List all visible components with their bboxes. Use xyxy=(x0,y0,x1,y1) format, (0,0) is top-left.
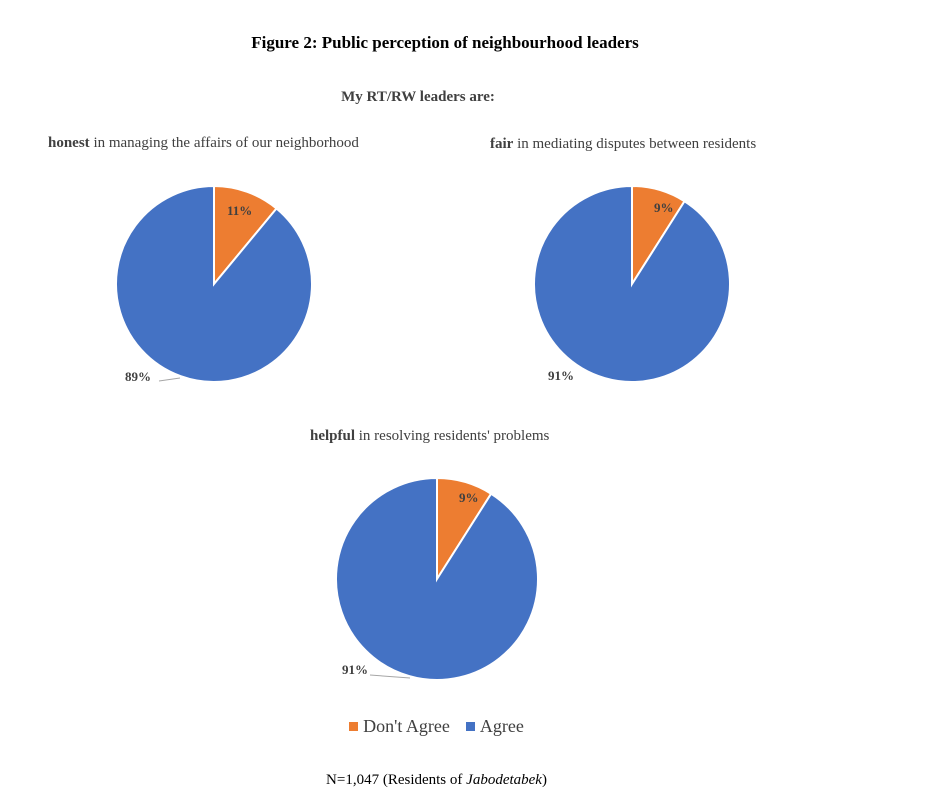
data-label-agree: 91% xyxy=(342,662,368,677)
legend-label-agree: Agree xyxy=(479,716,524,736)
chart-title-honest: honest in managing the affairs of our ne… xyxy=(48,135,359,152)
pie-chart-fair: 9% 91% xyxy=(533,184,731,383)
leader-line xyxy=(158,377,181,382)
chart-title-keyword: fair xyxy=(490,136,514,152)
pie-slice-dont-agree xyxy=(213,184,278,287)
data-label-agree: 89% xyxy=(125,369,151,384)
data-label-dont-agree: 11% xyxy=(227,203,252,218)
pie-slice-agree xyxy=(533,184,731,383)
chart-title-rest: in mediating disputes between residents xyxy=(513,136,757,152)
data-label-dont-agree: 9% xyxy=(654,200,674,215)
pie-slice-agree xyxy=(115,184,313,383)
figure-title: Figure 2: Public perception of neighbour… xyxy=(251,33,639,52)
leader-line xyxy=(369,674,411,679)
legend-label-dont-agree: Don't Agree xyxy=(363,716,450,736)
footnote-place: Jabodetabek xyxy=(466,772,542,788)
data-label-agree: 91% xyxy=(548,368,574,383)
pie-chart-honest: 11% 89% xyxy=(115,184,313,384)
chart-title-helpful: helpful in resolving residents' problems xyxy=(310,428,549,445)
pie-chart-helpful: 9% 91% xyxy=(335,476,539,681)
legend-item-agree: Agree xyxy=(465,716,524,737)
legend-swatch-agree xyxy=(465,722,475,731)
footnote-prefix: N=1,047 (Residents of xyxy=(326,772,467,788)
legend-swatch-dont-agree xyxy=(349,722,359,731)
chart-title-keyword: helpful xyxy=(310,428,356,444)
figure-subtitle: My RT/RW leaders are: xyxy=(341,89,495,105)
chart-title-keyword: honest xyxy=(48,135,90,151)
chart-title-rest: in managing the affairs of our neighborh… xyxy=(89,135,359,151)
pie-slice-agree xyxy=(335,476,539,681)
chart-legend: Don't Agree Agree xyxy=(0,716,873,737)
sample-footnote: N=1,047 (Residents of Jabodetabek) xyxy=(0,772,873,789)
footnote-suffix: ) xyxy=(541,772,547,788)
legend-item-dont-agree: Don't Agree xyxy=(349,716,450,737)
data-label-dont-agree: 9% xyxy=(459,490,479,505)
chart-title-rest: in resolving residents' problems xyxy=(355,428,550,444)
chart-title-fair: fair in mediating disputes between resid… xyxy=(490,136,756,153)
